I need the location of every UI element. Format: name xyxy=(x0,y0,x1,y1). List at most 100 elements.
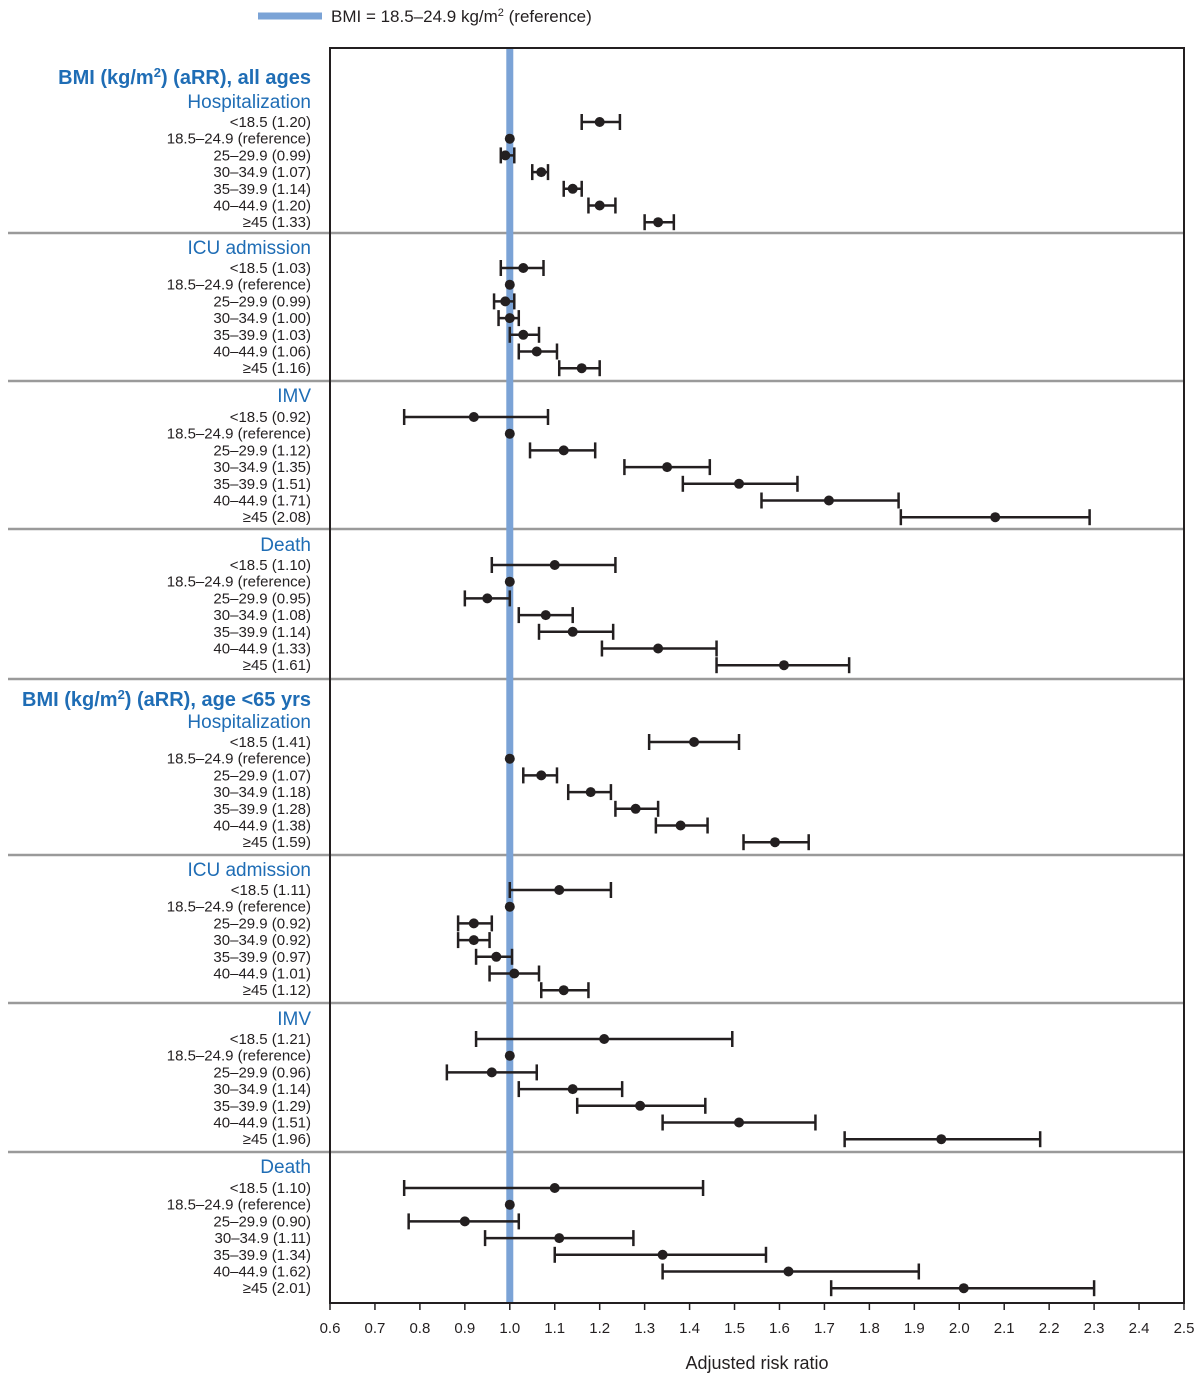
row-label: 18.5–24.9 (reference) xyxy=(167,1048,311,1065)
point-estimate xyxy=(783,1266,794,1277)
point-estimate xyxy=(518,329,529,340)
point-estimate xyxy=(585,787,596,798)
row-label: <18.5 (0.92) xyxy=(230,409,311,426)
point-estimate xyxy=(653,217,664,228)
point-estimate xyxy=(990,512,1001,523)
panel-separators xyxy=(8,231,1184,1154)
x-axis-title: Adjusted risk ratio xyxy=(685,1353,828,1373)
point-estimate xyxy=(504,1199,515,1210)
point-estimate xyxy=(734,1117,745,1128)
point-estimate xyxy=(567,183,578,194)
row-label: 35–39.9 (1.03) xyxy=(213,327,311,344)
legend-label: BMI = 18.5–24.9 kg/m2 (reference) xyxy=(331,7,592,26)
row-label: 40–44.9 (1.01) xyxy=(213,966,311,983)
x-axis: 0.6 0.7 0.8 0.9 1.0 1.1 1.2 1.3 1.4 1.5 1.6 1.7 1.8 1… xyxy=(320,1303,1194,1373)
outcome-title: Death xyxy=(260,535,311,556)
row-label: 40–44.9 (1.33) xyxy=(213,641,311,658)
point-estimate xyxy=(567,626,578,637)
row-label: 25–29.9 (0.92) xyxy=(213,915,311,932)
row-label: ≥45 (1.96) xyxy=(243,1131,311,1148)
row-label: 18.5–24.9 (reference) xyxy=(167,751,311,768)
row-label: 25–29.9 (0.96) xyxy=(213,1064,311,1081)
row-label: <18.5 (1.20) xyxy=(230,114,311,131)
row-label: 18.5–24.9 (reference) xyxy=(167,277,311,294)
outcome-title: ICU admission xyxy=(187,860,311,881)
point-estimate xyxy=(599,1034,610,1044)
x-tick-label: 1.3 xyxy=(634,1320,655,1337)
row-label: ≥45 (1.61) xyxy=(243,657,311,674)
point-estimate xyxy=(778,660,789,671)
x-tick-label: 1.2 xyxy=(589,1320,610,1337)
outcome-title: ICU admission xyxy=(187,238,311,259)
row-label: 18.5–24.9 (reference) xyxy=(167,574,311,591)
row-label: 35–39.9 (1.14) xyxy=(213,181,311,198)
row-label: 25–29.9 (0.99) xyxy=(213,293,311,310)
row-label: 40–44.9 (1.06) xyxy=(213,344,311,361)
row-label: 18.5–24.9 (reference) xyxy=(167,131,311,148)
point-estimate xyxy=(630,803,641,814)
row-label: 40–44.9 (1.20) xyxy=(213,198,311,215)
point-estimate xyxy=(500,150,511,161)
row-label: 35–39.9 (1.29) xyxy=(213,1098,311,1115)
point-estimate xyxy=(468,935,479,946)
outcome-title: Death xyxy=(260,1157,311,1178)
point-estimate xyxy=(504,901,515,912)
row-label: 35–39.9 (1.14) xyxy=(213,624,311,641)
row-label: <18.5 (1.11) xyxy=(231,882,311,899)
x-tick-label: 1.9 xyxy=(904,1320,925,1337)
point-estimate xyxy=(504,279,515,290)
point-estimate xyxy=(531,346,542,357)
row-label: 30–34.9 (1.08) xyxy=(213,607,311,624)
point-estimate xyxy=(936,1134,947,1145)
point-estimate xyxy=(504,133,515,144)
x-tick-label: 1.0 xyxy=(499,1320,520,1337)
row-label: 18.5–24.9 (reference) xyxy=(167,426,311,443)
point-estimate xyxy=(769,837,780,848)
point-estimate xyxy=(958,1283,969,1294)
group-title: BMI (kg/m2) (aRR), age <65 yrs xyxy=(22,687,311,712)
point-estimate xyxy=(459,1216,470,1227)
row-label: 35–39.9 (0.97) xyxy=(213,949,311,966)
x-tick-label: 0.7 xyxy=(365,1320,386,1337)
row-label: 30–34.9 (1.11) xyxy=(215,1230,311,1247)
point-estimate xyxy=(823,495,834,506)
row-label: 35–39.9 (1.34) xyxy=(213,1247,311,1264)
row-label: 30–34.9 (1.14) xyxy=(213,1081,311,1098)
point-estimate xyxy=(504,753,515,764)
point-estimate xyxy=(468,412,479,422)
x-tick-label: 1.8 xyxy=(859,1320,880,1337)
point-estimate xyxy=(554,1233,565,1244)
row-label: 35–39.9 (1.28) xyxy=(213,801,311,818)
outcome-title: Hospitalization xyxy=(187,92,311,113)
point-estimate xyxy=(549,1183,560,1193)
row-label: 40–44.9 (1.62) xyxy=(213,1264,311,1281)
row-label: 18.5–24.9 (reference) xyxy=(167,899,311,916)
plot-frame xyxy=(329,47,1185,1304)
row-label: ≥45 (1.33) xyxy=(243,214,311,231)
outcome-title: IMV xyxy=(277,386,311,407)
point-estimate xyxy=(504,313,515,324)
point-estimate xyxy=(594,200,605,211)
point-estimate xyxy=(594,117,605,127)
x-tick-label: 2.2 xyxy=(1039,1320,1060,1337)
point-estimate xyxy=(536,167,547,178)
row-label: 25–29.9 (1.07) xyxy=(213,767,311,784)
row-label: <18.5 (1.10) xyxy=(230,1180,311,1197)
point-estimate xyxy=(734,478,745,489)
point-estimate xyxy=(482,593,493,604)
point-estimate xyxy=(554,885,565,895)
point-estimate xyxy=(504,1050,515,1061)
point-estimate xyxy=(657,1249,668,1260)
x-tick-label: 2.3 xyxy=(1084,1320,1105,1337)
row-label: 30–34.9 (1.35) xyxy=(213,459,311,476)
point-estimate xyxy=(675,820,686,831)
row-labels: BMI (kg/m2) (aRR), all agesHospitalizati… xyxy=(22,65,311,1298)
x-tick-label: 2.0 xyxy=(949,1320,970,1337)
legend: BMI = 18.5–24.9 kg/m2 (reference) xyxy=(258,7,592,26)
point-estimate xyxy=(491,951,502,962)
row-label: 30–34.9 (1.18) xyxy=(213,784,311,801)
row-label: 30–34.9 (1.07) xyxy=(213,164,311,181)
point-estimate xyxy=(635,1100,646,1111)
x-tick-label: 1.6 xyxy=(769,1320,790,1337)
